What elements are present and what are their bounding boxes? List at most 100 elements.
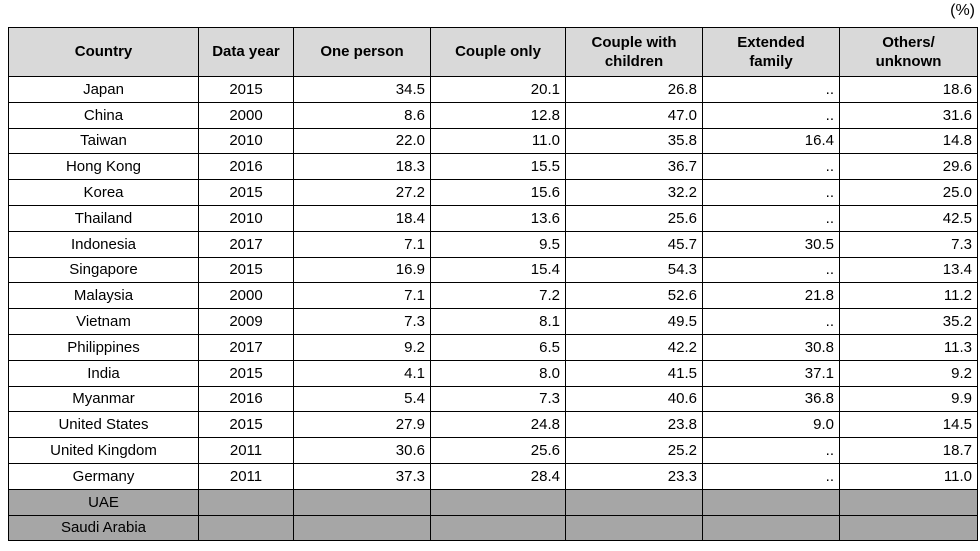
one-person-cell: 7.1 bbox=[293, 230, 431, 258]
one-person-cell: 8.6 bbox=[293, 101, 431, 129]
others-unknown-cell: 11.0 bbox=[839, 462, 978, 490]
country-cell: Hong Kong bbox=[8, 153, 199, 181]
one-person-cell bbox=[293, 514, 431, 542]
one-person-cell: 27.2 bbox=[293, 179, 431, 206]
couple-only-cell: 13.6 bbox=[430, 204, 566, 232]
table-row: United States 2015 27.9 24.8 23.8 9.0 14.5 bbox=[8, 411, 978, 439]
data-year-cell: 2015 bbox=[198, 179, 294, 206]
data-year-cell: 2015 bbox=[198, 76, 294, 103]
extended-family-cell: .. bbox=[702, 153, 840, 181]
others-unknown-cell bbox=[839, 514, 978, 542]
one-person-cell: 5.4 bbox=[293, 385, 431, 413]
couple-only-cell: 20.1 bbox=[430, 76, 566, 103]
data-year-cell bbox=[198, 488, 294, 516]
one-person-cell: 7.1 bbox=[293, 282, 431, 310]
couple-with-children-cell bbox=[565, 514, 703, 542]
table-row: UAE bbox=[8, 488, 978, 516]
column-header-couple-only: Couple only bbox=[430, 27, 566, 77]
couple-only-cell: 15.5 bbox=[430, 153, 566, 181]
extended-family-cell: .. bbox=[702, 256, 840, 284]
couple-only-cell: 24.8 bbox=[430, 411, 566, 439]
couple-only-cell: 25.6 bbox=[430, 437, 566, 464]
couple-only-cell: 12.8 bbox=[430, 101, 566, 129]
others-unknown-cell: 25.0 bbox=[839, 179, 978, 206]
couple-with-children-cell: 52.6 bbox=[565, 282, 703, 310]
data-year-cell: 2011 bbox=[198, 437, 294, 464]
country-cell: Japan bbox=[8, 76, 199, 103]
table-body: Japan 2015 34.5 20.1 26.8.. 18.6 China 2000 8.6 1… bbox=[8, 76, 978, 542]
couple-with-children-cell: 36.7 bbox=[565, 153, 703, 181]
extended-family-cell: 30.5 bbox=[702, 230, 840, 258]
one-person-cell: 18.4 bbox=[293, 204, 431, 232]
data-year-cell: 2017 bbox=[198, 230, 294, 258]
extended-family-cell: 21.8 bbox=[702, 282, 840, 310]
unit-label: (%) bbox=[950, 2, 975, 19]
data-year-cell: 2016 bbox=[198, 385, 294, 413]
extended-family-cell: .. bbox=[702, 437, 840, 464]
couple-with-children-cell: 41.5 bbox=[565, 359, 703, 387]
extended-family-cell: 36.8 bbox=[702, 385, 840, 413]
table-header: Country Data year One person Couple only… bbox=[8, 27, 978, 77]
data-year-cell: 2015 bbox=[198, 359, 294, 387]
column-header-others-unknown: Others/ unknown bbox=[839, 27, 978, 77]
extended-family-cell: 37.1 bbox=[702, 359, 840, 387]
country-cell: Thailand bbox=[8, 204, 199, 232]
others-unknown-cell: 42.5 bbox=[839, 204, 978, 232]
couple-with-children-cell: 25.2 bbox=[565, 437, 703, 464]
others-unknown-cell: 13.4 bbox=[839, 256, 978, 284]
extended-family-cell: 9.0 bbox=[702, 411, 840, 439]
data-year-cell bbox=[198, 514, 294, 542]
column-header-couple-with-children: Couple with children bbox=[565, 27, 703, 77]
one-person-cell: 4.1 bbox=[293, 359, 431, 387]
data-year-cell: 2000 bbox=[198, 101, 294, 129]
country-cell: Philippines bbox=[8, 333, 199, 361]
others-unknown-cell: 35.2 bbox=[839, 308, 978, 335]
others-unknown-cell: 31.6 bbox=[839, 101, 978, 129]
table-row: Thailand 2010 18.4 13.6 25.6.. 42.5 bbox=[8, 204, 978, 232]
couple-with-children-cell: 26.8 bbox=[565, 76, 703, 103]
one-person-cell bbox=[293, 488, 431, 516]
column-header-data-year: Data year bbox=[198, 27, 294, 77]
couple-with-children-cell bbox=[565, 488, 703, 516]
couple-with-children-cell: 49.5 bbox=[565, 308, 703, 335]
couple-only-cell: 28.4 bbox=[430, 462, 566, 490]
others-unknown-cell: 7.3 bbox=[839, 230, 978, 258]
couple-only-cell: 8.0 bbox=[430, 359, 566, 387]
table-row: Korea 2015 27.2 15.6 32.2.. 25.0 bbox=[8, 179, 978, 206]
country-cell: Taiwan bbox=[8, 127, 199, 155]
table-row: Hong Kong 2016 18.3 15.5 36.7.. 29.6 bbox=[8, 153, 978, 181]
extended-family-cell: .. bbox=[702, 204, 840, 232]
couple-with-children-cell: 54.3 bbox=[565, 256, 703, 284]
couple-only-cell: 8.1 bbox=[430, 308, 566, 335]
table-row: Philippines 2017 9.2 6.5 42.2 30.8 11.3 bbox=[8, 333, 978, 361]
one-person-cell: 7.3 bbox=[293, 308, 431, 335]
one-person-cell: 27.9 bbox=[293, 411, 431, 439]
country-cell: Indonesia bbox=[8, 230, 199, 258]
one-person-cell: 9.2 bbox=[293, 333, 431, 361]
extended-family-cell: .. bbox=[702, 179, 840, 206]
country-cell: Vietnam bbox=[8, 308, 199, 335]
extended-family-cell: .. bbox=[702, 308, 840, 335]
extended-family-cell: .. bbox=[702, 76, 840, 103]
country-cell: India bbox=[8, 359, 199, 387]
household-composition-table: Country Data year One person Couple only… bbox=[8, 27, 978, 542]
extended-family-cell bbox=[702, 488, 840, 516]
country-cell: Germany bbox=[8, 462, 199, 490]
data-year-cell: 2015 bbox=[198, 411, 294, 439]
couple-only-cell: 6.5 bbox=[430, 333, 566, 361]
country-cell: United Kingdom bbox=[8, 437, 199, 464]
column-header-extended-family: Extended family bbox=[702, 27, 840, 77]
table-row: Malaysia 2000 7.1 7.2 52.6 21.8 11.2 bbox=[8, 282, 978, 310]
couple-with-children-cell: 25.6 bbox=[565, 204, 703, 232]
table-row: India 2015 4.1 8.0 41.5 37.1 9.2 bbox=[8, 359, 978, 387]
data-year-cell: 2000 bbox=[198, 282, 294, 310]
others-unknown-cell: 29.6 bbox=[839, 153, 978, 181]
couple-only-cell bbox=[430, 514, 566, 542]
couple-with-children-cell: 35.8 bbox=[565, 127, 703, 155]
table-row: Myanmar 2016 5.4 7.3 40.6 36.8 9.9 bbox=[8, 385, 978, 413]
others-unknown-cell: 11.2 bbox=[839, 282, 978, 310]
country-cell: UAE bbox=[8, 488, 199, 516]
couple-only-cell: 9.5 bbox=[430, 230, 566, 258]
one-person-cell: 37.3 bbox=[293, 462, 431, 490]
couple-only-cell: 15.4 bbox=[430, 256, 566, 284]
